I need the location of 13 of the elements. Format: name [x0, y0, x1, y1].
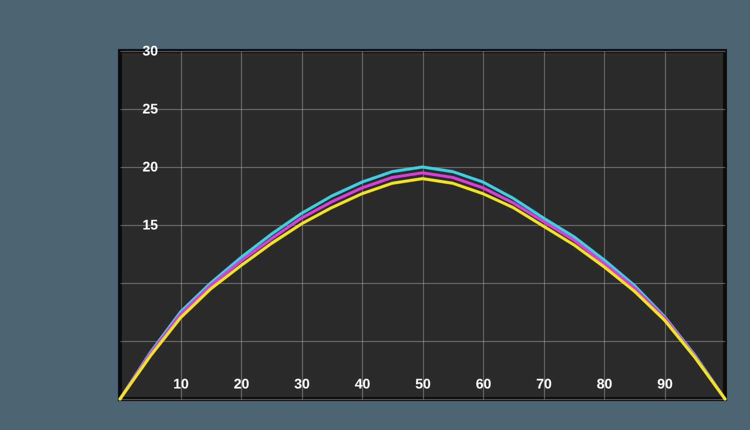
x-tick-label: 40 — [354, 376, 370, 392]
x-tick-label: 10 — [173, 376, 189, 392]
y-tick-label: 20 — [142, 158, 158, 174]
x-tick-label: 90 — [657, 376, 673, 392]
x-tick-label: 70 — [536, 376, 552, 392]
x-tick-label: 60 — [476, 376, 492, 392]
x-tick-label: 20 — [234, 376, 250, 392]
y-tick-label: 30 — [142, 42, 158, 58]
x-tick-label: 80 — [596, 376, 612, 392]
x-tick-label: 30 — [294, 376, 310, 392]
y-tick-label: 15 — [142, 216, 158, 232]
y-tick-label: 25 — [142, 100, 158, 116]
x-tick-label: 50 — [415, 376, 431, 392]
